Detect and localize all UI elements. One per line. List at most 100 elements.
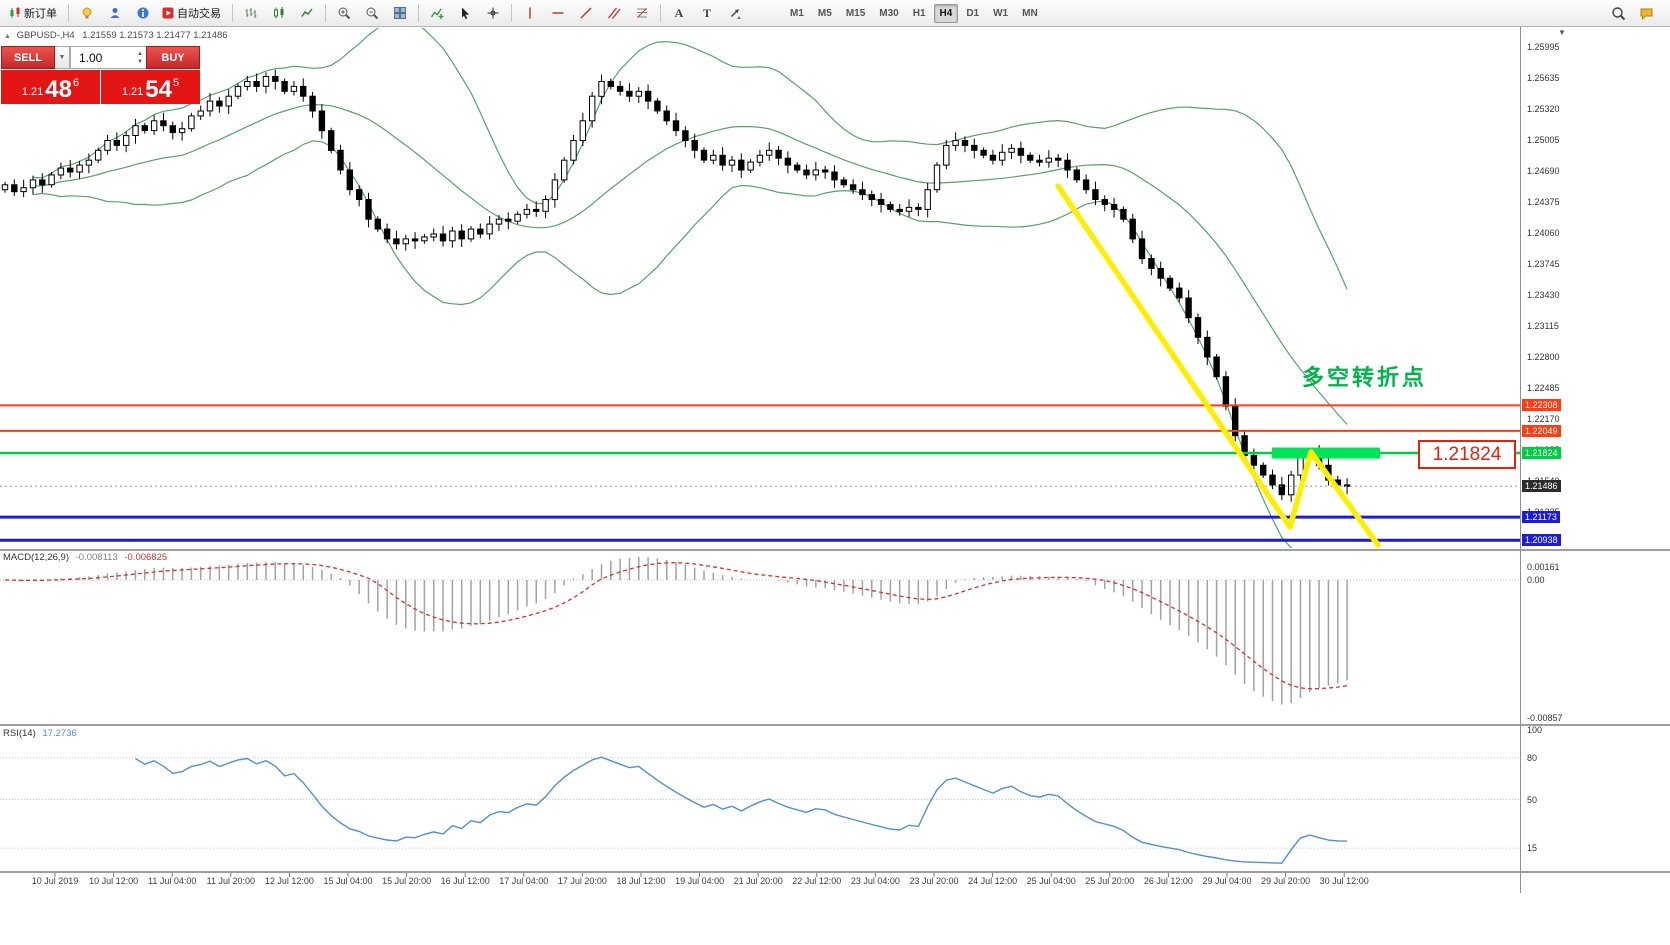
- collapse-panel-icon[interactable]: ▲: [4, 33, 11, 40]
- volume-value: 1.00: [79, 50, 103, 65]
- price-tick: 1.25635: [1527, 73, 1560, 83]
- favorites-button[interactable]: [74, 1, 100, 25]
- rsi-axis-tick: 100: [1527, 725, 1543, 735]
- scroll-marker-icon[interactable]: ▼: [1558, 28, 1566, 37]
- trade-options-dropdown[interactable]: ▼: [55, 46, 70, 69]
- horizontal-line-tool-button[interactable]: [545, 1, 571, 25]
- price-tick: 1.25320: [1527, 104, 1560, 114]
- price-tick: 1.25005: [1527, 135, 1560, 145]
- arrow-tool-icon: [731, 9, 741, 19]
- tf-button-W1[interactable]: W1: [993, 7, 1009, 19]
- price-tick: 1.24060: [1527, 228, 1560, 238]
- line-chart-icon: [301, 8, 313, 17]
- time-label: 10 Jul 12:00: [89, 876, 139, 886]
- buy-price-block[interactable]: 1.21 54 5: [101, 70, 200, 104]
- price-tick: 1.22485: [1527, 383, 1560, 393]
- sell-button[interactable]: SELL: [1, 46, 55, 69]
- buy-price-sup: 5: [173, 77, 180, 89]
- time-label: 18 Jul 12:00: [616, 876, 666, 886]
- cursor-button[interactable]: [452, 1, 478, 25]
- label-tool-button[interactable]: T: [694, 1, 720, 25]
- time-label: 26 Jul 12:00: [1143, 876, 1193, 886]
- price-tick: 1.24375: [1527, 197, 1560, 207]
- text-tool-button[interactable]: A: [666, 1, 692, 25]
- price-tick: 1.24690: [1527, 166, 1560, 176]
- time-label: 21 Jul 20:00: [733, 876, 783, 886]
- price-tick: 1.23745: [1527, 259, 1560, 269]
- autotrading-icon: [162, 7, 174, 19]
- price-tick: 1.22170: [1527, 414, 1560, 424]
- trendline-tool-button[interactable]: [573, 1, 599, 25]
- candles: [1, 69, 1351, 502]
- price-tick: 1.23430: [1527, 290, 1560, 300]
- zoom-in-button[interactable]: [331, 1, 357, 25]
- candle-chart-button[interactable]: [266, 1, 292, 25]
- profile-button[interactable]: [102, 1, 128, 25]
- autotrading-label: 自动交易: [177, 8, 221, 20]
- buy-button[interactable]: BUY: [146, 46, 200, 69]
- symbol-info: ▲ GBPUSD-,H4 1.21559 1.21573 1.21477 1.2…: [4, 30, 228, 41]
- price-tick: 1.25995: [1527, 42, 1560, 52]
- tf-button-M5[interactable]: M5: [817, 7, 832, 19]
- time-label: 12 Jul 12:00: [264, 876, 314, 886]
- separator: [418, 4, 419, 22]
- buy-price-prefix: 1.21: [121, 86, 144, 98]
- tf-button-M15[interactable]: M15: [845, 7, 866, 19]
- time-label: 11 Jul 20:00: [206, 876, 255, 886]
- autotrading-button[interactable]: 自动交易: [158, 1, 227, 25]
- channel-tool-button[interactable]: [601, 1, 627, 25]
- bar-chart-icon: [245, 8, 257, 18]
- volume-spinner[interactable]: ▲ ▼: [137, 50, 143, 66]
- new-order-label: 新订单: [24, 8, 57, 20]
- spin-down-icon: ▼: [137, 59, 143, 65]
- sell-price-sup: 6: [73, 77, 80, 89]
- tf-button-H4[interactable]: H4: [933, 3, 959, 23]
- fibonacci-icon: [637, 8, 647, 18]
- rsi-line: [135, 756, 1348, 864]
- toolbar-right-group: [1604, 1, 1660, 25]
- bar-chart-button[interactable]: [238, 1, 264, 25]
- crosshair-button[interactable]: [480, 1, 506, 25]
- chat-button[interactable]: [1633, 1, 1659, 25]
- time-label: 25 Jul 04:00: [1026, 876, 1076, 886]
- indicators-button[interactable]: [424, 1, 450, 25]
- line-chart-button[interactable]: [294, 1, 320, 25]
- turning-point-annotation[interactable]: 多空转折点: [1302, 365, 1428, 390]
- zoom-in-icon: [338, 7, 351, 20]
- community-button[interactable]: [130, 1, 156, 25]
- tile-windows-icon: [394, 7, 406, 19]
- rsi-label: RSI(14) 17.2736: [3, 728, 77, 739]
- sell-price-block[interactable]: 1.21 48 6: [1, 70, 100, 104]
- price-tick: 1.23115: [1527, 321, 1559, 331]
- symbol-ohlc: 1.21559 1.21573 1.21477 1.21486: [82, 30, 228, 41]
- price-callout-box[interactable]: 1.21824: [1418, 440, 1516, 469]
- search-button[interactable]: [1605, 1, 1631, 25]
- tf-button-M30[interactable]: M30: [879, 7, 899, 19]
- yellow-trendline: [1055, 183, 1381, 548]
- channel-icon: [607, 7, 621, 19]
- green-zone: [1272, 447, 1380, 459]
- new-order-button[interactable]: 新订单: [5, 1, 63, 25]
- rsi-name: RSI(14): [3, 728, 36, 739]
- time-label: 19 Jul 04:00: [675, 876, 725, 886]
- bollinger-bands: [32, 28, 1348, 548]
- volume-input[interactable]: 1.00 ▲ ▼: [70, 46, 146, 69]
- tf-button-H1[interactable]: H1: [912, 7, 926, 19]
- tf-button-M1[interactable]: M1: [790, 7, 804, 19]
- fibonacci-tool-button[interactable]: [629, 1, 655, 25]
- price-line-badge: 1.22308: [1522, 399, 1561, 412]
- candle-chart-icon: [274, 7, 284, 19]
- tile-windows-button[interactable]: [387, 1, 413, 25]
- vertical-line-tool-button[interactable]: [517, 1, 543, 25]
- sell-price-big: 48: [45, 76, 72, 103]
- time-label: 23 Jul 04:00: [850, 876, 900, 886]
- zoom-out-icon: [366, 7, 379, 20]
- zoom-out-button[interactable]: [359, 1, 385, 25]
- arrow-tool-button[interactable]: [722, 1, 748, 25]
- tf-button-MN[interactable]: MN: [1022, 7, 1038, 19]
- tf-button-D1[interactable]: D1: [966, 7, 980, 19]
- chat-icon: [1640, 8, 1652, 20]
- separator: [232, 4, 233, 22]
